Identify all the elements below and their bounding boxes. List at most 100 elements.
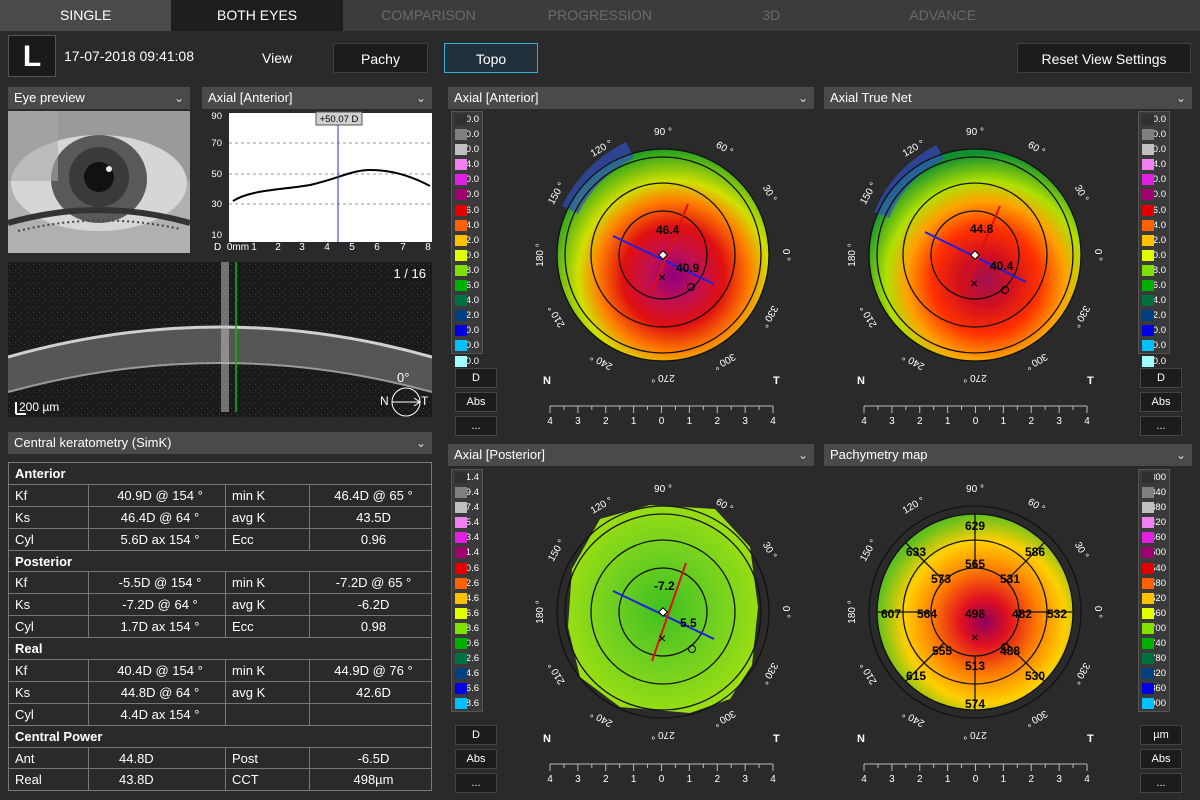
tab-advance[interactable]: ADVANCE <box>909 7 976 23</box>
row-value: 498µm <box>309 768 432 792</box>
scale-entry: 420 <box>1139 515 1169 530</box>
scale-entry: -14.6 <box>452 666 482 681</box>
graph-header[interactable]: Axial [Anterior] ⌄ <box>202 87 432 109</box>
scale-entry: 44.0 <box>452 218 482 233</box>
temporal-label: T <box>1087 733 1094 745</box>
abs-button[interactable]: Abs <box>455 392 497 412</box>
abs-button[interactable]: Abs <box>1140 749 1182 769</box>
angle-label: 90 ° <box>966 127 984 138</box>
unit-button[interactable]: D <box>455 368 497 388</box>
scale-value: 60.0 <box>460 174 480 186</box>
map-value: 531 <box>1000 572 1020 586</box>
scale-entry: -8.6 <box>452 621 482 636</box>
map-axial-true-net[interactable]: × 44.8 40.4 90 ° 60 ° 30 ° 0 ° 330 ° 300 ° 270… <box>812 110 1132 430</box>
scale-value: -18.6 <box>457 698 479 710</box>
row-value: 44.8D <box>88 746 226 770</box>
tab-progression[interactable]: PROGRESSION <box>547 7 652 23</box>
scale-value: 46.0 <box>460 204 480 216</box>
more-button[interactable]: ... <box>455 773 497 793</box>
map-header-pachymetry[interactable]: Pachymetry map ⌄ <box>824 444 1192 466</box>
scale-entry: 7.4 <box>452 500 482 515</box>
map-header-axial-anterior[interactable]: Axial [Anterior] ⌄ <box>448 87 814 109</box>
scale-entry: 46.0 <box>452 203 482 218</box>
row-value: -7.2D @ 64 ° <box>88 593 226 617</box>
tab-single[interactable]: SINGLE <box>0 0 172 31</box>
abs-button[interactable]: Abs <box>455 749 497 769</box>
scale-swatch <box>1142 355 1154 367</box>
scale-swatch <box>1142 622 1154 634</box>
eye-preview-header[interactable]: Eye preview ⌄ <box>8 87 190 109</box>
graph-y-tick: 70 <box>211 138 222 149</box>
scale-entry: 38.0 <box>452 263 482 278</box>
keratometry-header[interactable]: Central keratometry (SimK) ⌄ <box>8 432 432 454</box>
scale-value: 46.0 <box>1147 204 1167 216</box>
unit-button[interactable]: µm <box>1140 725 1182 745</box>
angle-label: 270 ° <box>963 729 986 740</box>
temporal-label: T <box>1087 375 1094 387</box>
more-button[interactable]: ... <box>1140 773 1182 793</box>
scale-swatch <box>1142 249 1154 261</box>
reset-view-button[interactable]: Reset View Settings <box>1017 43 1191 73</box>
map-axial-anterior[interactable]: × 46.4 40.9 90 ° 60 ° 30 ° 0 ° 330 ° 300 ° 270… <box>500 110 820 430</box>
scale-entry: 780 <box>1139 651 1169 666</box>
axis-tick-label: 1 <box>1001 774 1007 785</box>
scale-value: 42.0 <box>1147 234 1167 246</box>
chevron-down-icon[interactable]: ⌄ <box>797 91 808 105</box>
section-posterior: Posterior <box>8 549 432 573</box>
angle-label: 300 ° <box>1023 707 1049 728</box>
chevron-down-icon[interactable]: ⌄ <box>797 448 808 462</box>
scale-value: 80.0 <box>460 129 480 141</box>
graph-x-tick: 4 <box>324 242 330 253</box>
scale-entry: 60.0 <box>452 172 482 187</box>
map-axial-posterior[interactable]: × -7.2 5.5 90 °60 °30 °0 °330 °300 °270 … <box>500 467 820 787</box>
chevron-down-icon[interactable]: ⌄ <box>1175 448 1186 462</box>
angle-label: 120 ° <box>589 495 615 516</box>
tab-comparison[interactable]: COMPARISON <box>381 7 476 23</box>
scale-entry: 3.4 <box>452 530 482 545</box>
graph-x-tick: 5 <box>349 242 355 253</box>
unit-button[interactable]: D <box>455 725 497 745</box>
chevron-down-icon[interactable]: ⌄ <box>415 91 426 105</box>
map-header-axial-true-net[interactable]: Axial True Net ⌄ <box>824 87 1192 109</box>
chevron-down-icon[interactable]: ⌄ <box>173 91 184 105</box>
tab-both-eyes[interactable]: BOTH EYES <box>171 0 343 31</box>
map-value: 513 <box>965 659 985 673</box>
row-value: -5.5D @ 154 ° <box>88 571 226 595</box>
scale-swatch <box>1142 472 1154 483</box>
x-axis-ruler: 4 3 2 1 0 1 2 3 4 <box>861 763 1090 785</box>
unit-button[interactable]: D <box>1140 368 1182 388</box>
chevron-down-icon[interactable]: ⌄ <box>1175 91 1186 105</box>
pachy-button[interactable]: Pachy <box>333 43 428 73</box>
map-value: 607 <box>881 607 901 621</box>
scale-swatch <box>455 577 467 589</box>
more-button[interactable]: ... <box>455 416 497 436</box>
table-section-row: Anterior <box>8 462 432 485</box>
map-header-axial-posterior[interactable]: Axial [Posterior] ⌄ <box>448 444 814 466</box>
angle-label: 180 ° <box>535 243 546 266</box>
scale-value: 460 <box>1150 532 1166 544</box>
scale-swatch <box>455 234 467 246</box>
scale-value: 300 <box>1150 472 1166 483</box>
axis-tick-label: 2 <box>603 774 609 785</box>
graph-y-tick: 50 <box>211 169 222 180</box>
angle-label: 330 ° <box>1070 303 1091 329</box>
scale-entry: 860 <box>1139 681 1169 696</box>
map-title: Axial [Anterior] <box>454 90 539 105</box>
scale-entry: -18.6 <box>452 696 482 711</box>
topo-button[interactable]: Topo <box>444 43 538 73</box>
table-row: Cyl 1.7D ax 154 ° Ecc 0.98 <box>8 615 432 639</box>
scale-value: 32.0 <box>460 310 480 322</box>
scale-value: 34.0 <box>460 295 480 307</box>
graph-x-tick: 2 <box>275 242 281 253</box>
axis-tick-label: 4 <box>1084 774 1090 785</box>
row-label: min K <box>225 659 310 682</box>
scale-entry: 34.0 <box>452 293 482 308</box>
axis-tick-label: 3 <box>1056 774 1062 785</box>
oct-frame-counter: 1 / 16 <box>393 266 426 281</box>
map-pachymetry[interactable]: × 629 586 633 565 573 531 607 564 498 48… <box>812 467 1132 787</box>
chevron-down-icon[interactable]: ⌄ <box>415 436 426 450</box>
abs-button[interactable]: Abs <box>1140 392 1182 412</box>
tab-3d[interactable]: 3D <box>762 7 781 23</box>
more-button[interactable]: ... <box>1140 416 1182 436</box>
scale-value: 660 <box>1150 607 1166 619</box>
